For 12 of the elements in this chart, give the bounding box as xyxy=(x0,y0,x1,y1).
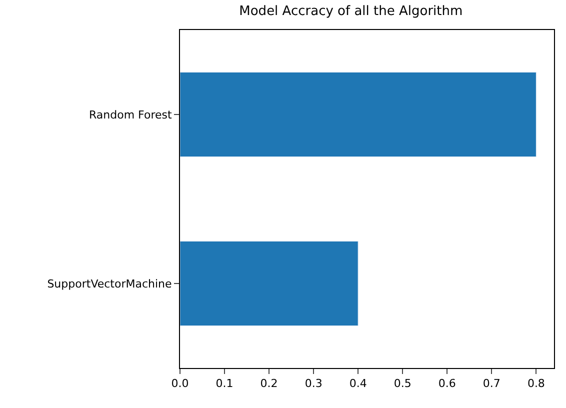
y-tick-label: Random Forest xyxy=(89,108,172,122)
x-tick-label: 0.4 xyxy=(349,377,367,390)
x-tick-label: 0.0 xyxy=(171,377,189,390)
x-tick-label: 0.3 xyxy=(304,377,322,390)
x-tick-label: 0.8 xyxy=(527,377,545,390)
x-tick-label: 0.6 xyxy=(438,377,456,390)
x-tick-label: 0.2 xyxy=(260,377,278,390)
x-tick-label: 0.5 xyxy=(394,377,412,390)
chart-title: Model Accracy of all the Algorithm xyxy=(239,4,463,20)
y-tick-label: SupportVectorMachine xyxy=(47,277,172,290)
x-tick-label: 0.1 xyxy=(216,377,234,390)
x-tick-label: 0.7 xyxy=(482,377,500,390)
